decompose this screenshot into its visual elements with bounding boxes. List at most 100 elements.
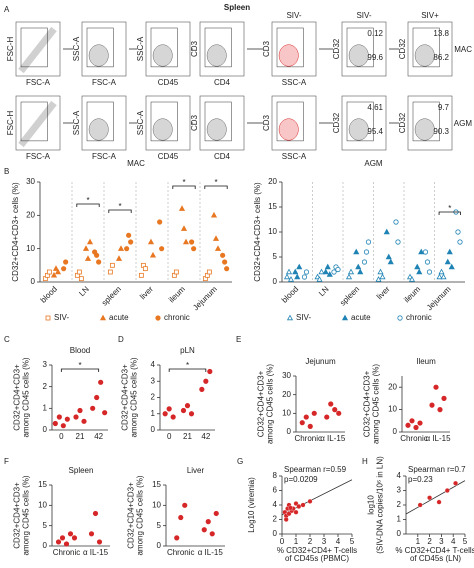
panel-letter: G <box>237 457 243 466</box>
point <box>162 411 168 417</box>
y-tick-label: 2 <box>43 382 48 391</box>
point <box>54 268 62 275</box>
x-tick-label: 4 <box>451 537 456 546</box>
significance-bracket <box>168 368 207 372</box>
point <box>377 268 384 275</box>
y-tick-label: 4 <box>151 360 156 369</box>
point <box>61 266 67 272</box>
gate <box>204 27 232 68</box>
fit-line <box>405 480 466 515</box>
point <box>283 273 291 280</box>
flow-axis-label: CD4 <box>214 78 231 87</box>
y-axis-label: among CD45 cells (%) <box>266 364 275 444</box>
gate <box>150 27 178 68</box>
flow-axis-label: CD32 <box>398 112 407 133</box>
point <box>453 480 459 486</box>
point <box>444 488 450 493</box>
point <box>448 263 455 270</box>
flow-axis-label: SSC-A <box>136 110 145 135</box>
point <box>86 238 94 245</box>
gate <box>276 101 304 142</box>
panel-letter: E <box>236 335 241 344</box>
x-tick-label: 2 <box>427 537 432 546</box>
y-tick-label: 10 <box>282 408 291 417</box>
x-tick-label: 21 <box>183 432 192 441</box>
y-axis-label: CD32+CD4+CD3+ <box>363 370 372 437</box>
chart-title: Spleen <box>69 466 94 475</box>
y-tick-label: 3 <box>43 360 48 369</box>
y-tick-label: 8 <box>273 471 278 480</box>
point <box>147 238 155 245</box>
y-tick-label: 15 <box>268 202 277 211</box>
y-axis-label: among CD45 cells (%) <box>136 475 145 555</box>
point <box>408 276 416 282</box>
flow-density <box>88 44 109 67</box>
y-tick-label: 6 <box>273 486 278 495</box>
point <box>157 219 163 225</box>
stat-label: p=0.0209 <box>284 475 318 484</box>
point <box>90 405 96 411</box>
point <box>209 531 215 537</box>
point <box>128 239 134 245</box>
chart-title: Jejunum <box>305 357 336 366</box>
x-tick-label: 5 <box>350 537 355 546</box>
y-tick-label: 4 <box>397 471 402 480</box>
legend-symbol <box>155 315 161 321</box>
point <box>84 255 92 261</box>
legend-label: acute <box>109 313 129 322</box>
significance-bracket <box>204 185 228 189</box>
point <box>56 414 62 420</box>
x-tick-label: Jejunum <box>425 284 453 312</box>
y-tick-label: 10 <box>268 227 277 236</box>
point <box>417 502 423 508</box>
significance-bracket <box>438 211 461 215</box>
point <box>142 266 148 272</box>
gate-value: 90.3 <box>433 127 449 136</box>
flow-density <box>18 100 57 148</box>
point <box>76 269 82 275</box>
point <box>115 255 123 261</box>
gate-value: 99.6 <box>367 53 383 62</box>
point <box>422 249 429 255</box>
point <box>52 265 60 271</box>
point <box>303 414 309 420</box>
point <box>455 229 461 235</box>
point <box>46 269 52 275</box>
x-tick-label: 3 <box>439 537 444 546</box>
point <box>109 262 115 268</box>
point <box>203 378 209 384</box>
x-tick-label: blood <box>39 285 59 305</box>
flow-axis-label: CD32 <box>398 38 407 59</box>
x-tick-label: α IL-15 <box>83 548 109 557</box>
flow-density <box>88 118 109 141</box>
significance-bracket <box>60 368 100 372</box>
point <box>441 395 447 401</box>
chart-title: Liver <box>187 466 205 475</box>
point <box>322 268 329 275</box>
point <box>78 276 84 282</box>
point <box>285 268 293 275</box>
point <box>438 268 445 275</box>
y-tick-label: 5 <box>43 521 48 530</box>
y-axis-label: CD32+CD4+CD3+ cells (%) <box>253 182 262 282</box>
flow-axis-label: CD3 <box>262 40 271 57</box>
y-tick-label: 20 <box>268 177 277 186</box>
flow-axis-label: CD32 <box>332 112 341 133</box>
flow-density <box>414 118 435 141</box>
x-tick-label: 42 <box>201 432 210 441</box>
point <box>436 273 443 280</box>
gate <box>276 27 304 68</box>
point <box>336 410 342 416</box>
x-tick-label: spleen <box>100 285 123 308</box>
gate <box>346 27 374 68</box>
point <box>92 510 99 517</box>
x-tick-label: 42 <box>94 432 103 441</box>
flow-axis-label: SSC-A <box>282 78 307 87</box>
point <box>429 402 435 408</box>
point <box>52 420 58 427</box>
point <box>436 499 442 505</box>
x-tick-label: α IL-15 <box>198 548 224 557</box>
y-axis-label: among CD45 cells (%) <box>372 364 381 444</box>
y-axis-label: Log10 (viremia) <box>247 477 256 533</box>
